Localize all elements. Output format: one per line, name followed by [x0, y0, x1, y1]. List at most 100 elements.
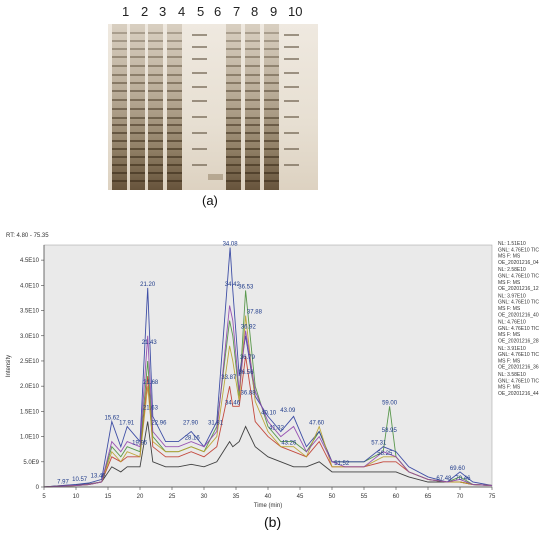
plot-layer: 5 10 15 20 25 30 35 40 45 50 55 60 65 70 75 Time (min) 0… [6, 242, 496, 509]
peak-label: 59.00 [382, 400, 398, 406]
y-tick-label: 1.5E10 [20, 409, 40, 415]
peak-label: 41.32 [269, 426, 285, 432]
y-tick-label: 0 [36, 485, 40, 491]
lane-number-9: 9 [270, 4, 278, 19]
y-tick-label: 2.5E10 [20, 359, 40, 365]
legend-entry-5: OE_20201216_36 [498, 365, 539, 371]
legend-entry-4: OE_20201216_28 [498, 339, 539, 345]
legend-entry-4: GNL: 4.76E10 TIC [498, 326, 539, 332]
y-tick-label: 3.0E10 [20, 334, 40, 340]
series-line-6 [43, 305, 493, 488]
peak-label: 33.87 [221, 375, 237, 381]
peak-label: 34.42 [225, 282, 241, 288]
legend-entry-3: GNL: 4.76E10 TIC [498, 300, 539, 306]
y-tick-label: 2.0E10 [20, 384, 40, 390]
peak-label: 15.62 [104, 415, 120, 421]
lane-number-8: 8 [251, 4, 259, 19]
peak-label: 31.81 [208, 421, 224, 427]
peak-label: 34.46 [225, 400, 241, 406]
peak-label: 70.46 [455, 476, 471, 482]
chromatogram-chart: RT: 4.80 - 75.35 5 10 15 20 25 30 35 40 45 50 55 60… [6, 233, 539, 509]
x-tick-label: 15 [105, 494, 112, 500]
peak-label: 36.53 [238, 284, 254, 290]
lane-number-5: 5 [197, 4, 205, 19]
peak-label: 57.31 [371, 441, 387, 447]
x-tick-label: 50 [329, 494, 336, 500]
gel-lane-9 [264, 24, 279, 190]
rt-range-label: RT: 4.80 - 75.35 [6, 233, 49, 239]
peak-label: 43.26 [281, 441, 297, 447]
lane-number-10: 10 [288, 4, 303, 19]
y-tick-label: 3.5E10 [20, 309, 40, 315]
peak-label: 58.95 [382, 428, 398, 434]
x-axis-label: Time (min) [254, 503, 282, 509]
peak-label: 22.96 [151, 421, 167, 427]
plot-area [43, 244, 493, 488]
x-tick-label: 35 [233, 494, 240, 500]
lane-number-6: 6 [214, 4, 222, 19]
peak-label: 34.08 [223, 242, 239, 248]
x-tick-label: 75 [489, 494, 496, 500]
x-tick-label: 60 [393, 494, 400, 500]
legend-entry-3: OE_20201216_40 [498, 312, 539, 318]
peak-label: 37.88 [247, 310, 263, 316]
peak-label: 58.25 [377, 451, 393, 457]
gel-panel: 1 2 3 4 5 6 7 8 9 10 (a) [0, 0, 550, 215]
legend-entry-1: OE_20201216_04 [498, 260, 539, 266]
lane-number-1: 1 [122, 4, 130, 19]
legend-entry-4: NL: 4.76E10 [498, 320, 526, 326]
series-line-1 [43, 421, 493, 488]
lane-number-2: 2 [141, 4, 149, 19]
x-tick-label: 70 [457, 494, 464, 500]
peak-label: 21.68 [143, 380, 159, 386]
gel-lane-3 [148, 24, 163, 190]
peak-label: 21.43 [142, 340, 158, 346]
peak-label: 27.90 [183, 421, 199, 427]
lane-number-7: 7 [233, 4, 241, 19]
gel-lane-7 [226, 24, 241, 190]
y-tick-label: 4.0E10 [20, 283, 40, 289]
peak-label: 19.95 [132, 441, 148, 447]
peak-label: 21.20 [140, 282, 156, 288]
x-tick-label: 20 [137, 494, 144, 500]
legend-entry-3: NL: 3.97E10 [498, 293, 526, 299]
lane-number-3: 3 [159, 4, 167, 19]
x-tick-label: 45 [297, 494, 304, 500]
legend-entry-1: NL: 1.51E10 [498, 241, 526, 247]
peak-label: 47.60 [309, 421, 325, 427]
legend-entry-4: MS F: MS [498, 332, 521, 338]
y-axis-label: Intensity [6, 355, 12, 377]
peak-label: 28.16 [185, 436, 201, 442]
panel-a-caption: (a) [202, 193, 218, 208]
legend-entry-6: NL: 3.58E10 [498, 372, 526, 378]
y-tick-label: 5.0E9 [23, 460, 39, 466]
peak-label: 67.48 [436, 476, 452, 482]
gel-lane-8 [245, 24, 260, 190]
peak-label: 51.52 [334, 461, 350, 467]
x-tick-label: 30 [201, 494, 208, 500]
peak-label: 36.79 [240, 355, 256, 361]
peak-label: 36.88 [241, 390, 257, 396]
gel-lane-1 [112, 24, 127, 190]
peak-label: 43.09 [280, 408, 296, 414]
legend-entry-2: GNL: 4.76E10 TIC [498, 274, 539, 280]
gel-lane-4 [167, 24, 182, 190]
chromatogram-panel: RT: 4.80 - 75.35 5 10 15 20 25 30 35 40 45 50 55 60… [0, 225, 550, 539]
x-tick-label: 65 [425, 494, 432, 500]
peak-label: 17.91 [119, 421, 135, 427]
legend-entry-6: GNL: 4.76E10 TIC [498, 378, 539, 384]
legend-entry-5: NL: 3.91E10 [498, 346, 526, 352]
legend-entry-6: MS F: MS [498, 385, 521, 391]
peak-label: 40.10 [261, 410, 277, 416]
y-tick-label: 4.5E10 [20, 258, 40, 264]
legend-entry-1: GNL: 4.76E10 TIC [498, 247, 539, 253]
peak-label: 10.57 [72, 477, 88, 483]
gel-lane-6 [208, 24, 223, 190]
x-tick-label: 55 [361, 494, 368, 500]
y-tick-label: 1.0E10 [20, 435, 40, 441]
lane-number-4: 4 [178, 4, 186, 19]
legend-entry-2: NL: 2.58E10 [498, 267, 526, 273]
peak-label: 36.92 [241, 325, 257, 331]
peak-label: 13.46 [91, 473, 107, 479]
